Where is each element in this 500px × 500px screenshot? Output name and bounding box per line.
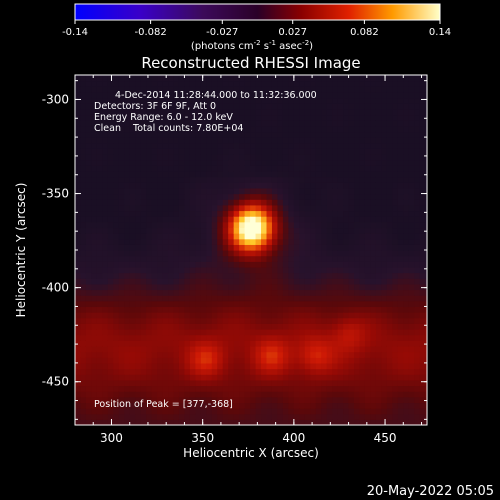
y-tick-label: -350	[42, 187, 69, 201]
colorbar-ticks: -0.14 -0.082 -0.027 0.027 0.082 0.14	[62, 20, 451, 38]
annotation-detectors: Detectors: 3F 6F 9F, Att 0	[94, 101, 216, 112]
annotation-block: 4-Dec-2014 11:28:44.000 to 11:32:36.000 …	[94, 90, 317, 134]
x-axis-label: Heliocentric X (arcsec)	[183, 446, 319, 460]
colorbar	[74, 3, 441, 21]
annotation-time: 4-Dec-2014 11:28:44.000 to 11:32:36.000	[115, 90, 317, 101]
colorbar-tick-label: -0.027	[206, 27, 238, 38]
colorbar-unit-label: (photons cm-2 s-1 asec-2)	[191, 39, 313, 52]
timestamp: 20-May-2022 05:05	[367, 484, 494, 499]
x-tick-label: 400	[282, 431, 305, 445]
colorbar-tick-label: -0.082	[134, 27, 166, 38]
peak-position-label: Position of Peak = [377,-368]	[94, 399, 233, 410]
y-axis-label: Heliocentric Y (arcsec)	[14, 183, 28, 318]
y-tick-label: -400	[42, 281, 69, 295]
colorbar-tick-label: -0.14	[62, 27, 88, 38]
x-tick-label: 300	[100, 431, 123, 445]
annotation-energy: Energy Range: 6.0 - 12.0 keV	[94, 112, 233, 123]
colorbar-tick-label: 0.14	[429, 27, 451, 38]
heatmap-image	[75, 75, 427, 425]
x-tick-label: 450	[374, 431, 397, 445]
chart-title: Reconstructed RHESSI Image	[141, 54, 360, 72]
annotation-clean: Clean Total counts: 7.80E+04	[94, 123, 243, 134]
colorbar-tick-label: 0.082	[350, 27, 379, 38]
axes: 300 350 400 450 -300 -350 -400 -450	[42, 75, 427, 445]
y-tick-label: -300	[42, 92, 69, 106]
colorbar-tick-label: 0.027	[278, 27, 307, 38]
x-tick-label: 350	[191, 431, 214, 445]
y-tick-label: -450	[42, 375, 69, 389]
